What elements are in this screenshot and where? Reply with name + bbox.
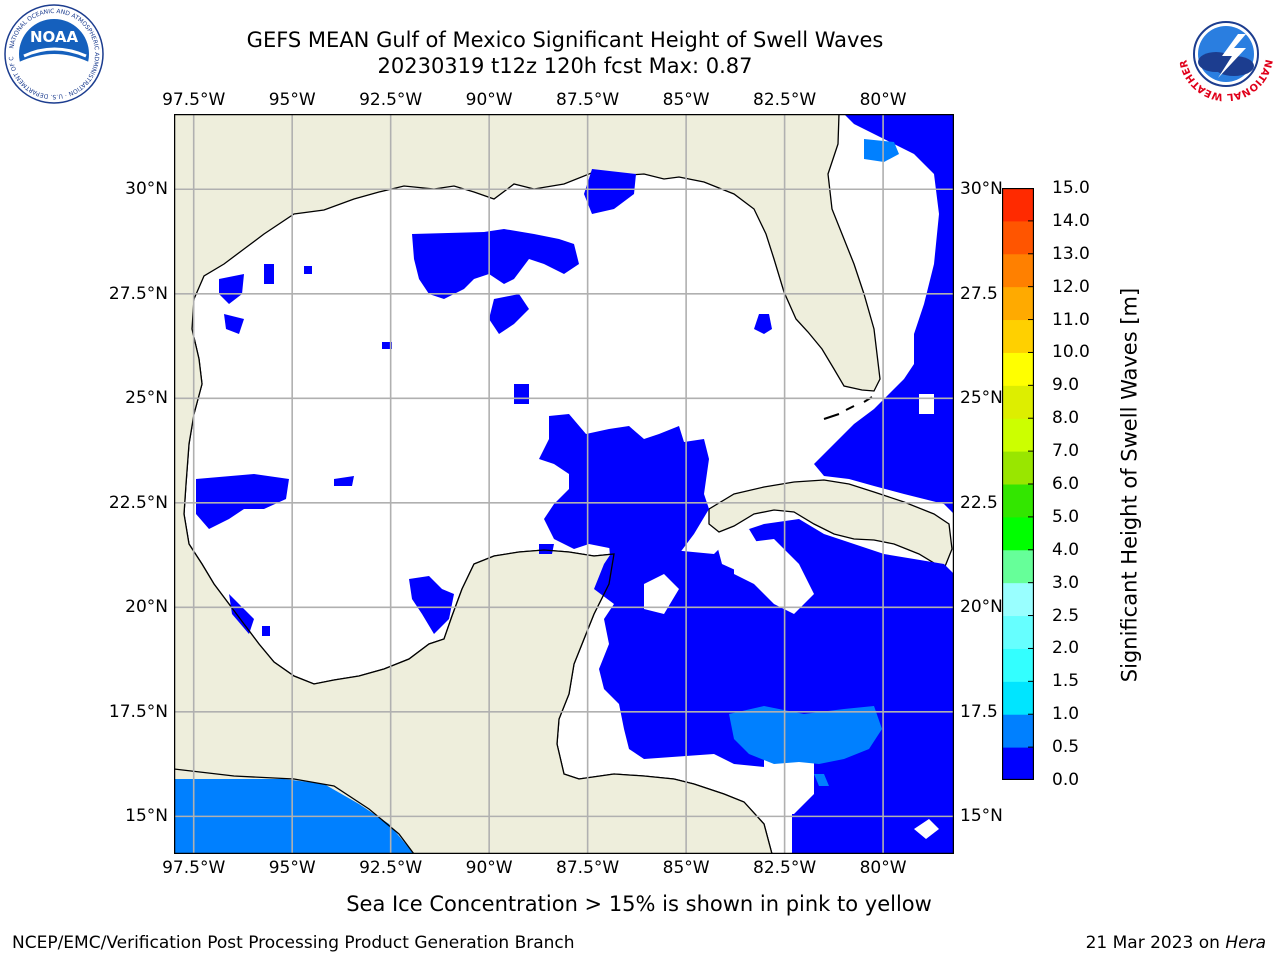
colorbar-tick-label: 10.0 [1052,342,1090,363]
colorbar-swatch [1002,549,1034,584]
lat-tick-label-left: 27.5°N [108,283,168,304]
lon-tick-label-bottom: 82.5°W [753,858,817,878]
lon-tick-label-top: 95°W [268,90,316,110]
footer-machine: Hera [1225,933,1266,953]
colorbar-swatch [1002,385,1034,419]
colorbar-swatch [1002,220,1034,255]
colorbar-swatch [1002,714,1034,748]
lat-tick-label-left: 30°N [125,179,168,200]
lon-tick-label-top: 97.5°W [162,90,226,110]
lat-tick-label-left: 15°N [125,806,168,827]
colorbar-swatch [1002,319,1034,353]
colorbar-tick-label: 5.0 [1052,506,1080,527]
colorbar-swatch [1002,747,1034,780]
coastlines [174,298,773,854]
colorbar [1002,188,1034,780]
lon-tick-label-bottom: 80°W [859,858,907,878]
lon-tick-label-bottom: 97.5°W [162,858,226,878]
map-frame [174,114,954,854]
colorbar-swatch [1002,188,1034,222]
colorbar-tick-label: 0.5 [1052,737,1080,758]
map-subtitle: 20230319 t12z 120h fcst Max: 0.87 [377,54,753,78]
colorbar-swatch [1002,615,1034,649]
colorbar-tick-label: 6.0 [1052,474,1080,494]
svg-text:NOAA: NOAA [30,28,79,46]
noaa-logo: NOAA NATIONAL OCEANIC AND ATMOSPHERIC AD… [4,4,104,104]
colorbar-tick-label: 15.0 [1052,178,1090,198]
colorbar-tick-label: 4.0 [1052,539,1080,560]
colorbar-swatch [1002,253,1034,288]
graticule [174,114,954,854]
colorbar-swatch [1002,516,1034,551]
colorbar-tick-label: 2.5 [1052,605,1080,626]
colorbar-swatch [1002,286,1034,321]
lon-tick-label-bottom: 95°W [268,858,316,878]
lon-tick-label-top: 82.5°W [753,90,817,110]
colorbar-tick-label: 7.0 [1052,441,1080,462]
colorbar-swatch [1002,582,1034,617]
lat-tick-label-left: 22.5°N [108,492,168,513]
lon-tick-label-top: 85°W [662,90,710,110]
lat-tick-label-right: 25°N [960,388,1003,409]
nws-logo: NATIONAL WEATHER SERVICE [1176,4,1274,102]
colorbar-tick-label: 11.0 [1052,309,1090,330]
lat-tick-label-left: 25°N [125,388,168,409]
lon-tick-label-bottom: 92.5°W [359,858,423,878]
lon-tick-label-top: 90°W [465,90,513,110]
lat-tick-label-left: 17.5°N [108,701,168,722]
colorbar-tick-label: 0.0 [1052,770,1080,790]
lat-tick-label-right: 20°N [960,597,1003,618]
map-title: GEFS MEAN Gulf of Mexico Significant Hei… [246,28,884,52]
lat-tick-label-right: 27.5 [960,283,998,304]
lon-tick-label-bottom: 87.5°W [556,858,620,878]
colorbar-swatch [1002,648,1034,682]
lat-tick-label-right: 17.5 [960,701,998,722]
lon-tick-label-top: 92.5°W [359,90,423,110]
lat-tick-label-left: 20°N [125,597,168,618]
colorbar-tick-label: 8.0 [1052,408,1080,429]
gulf-of-mexico-map [174,114,954,854]
colorbar-label: Significant Height of Swell Waves [m] [1117,287,1142,683]
colorbar-swatch [1002,681,1034,715]
colorbar-swatch [1002,451,1034,485]
colorbar-tick-label: 3.0 [1052,572,1080,593]
lon-tick-label-top: 80°W [859,90,907,110]
colorbar-tick-label: 9.0 [1052,375,1080,396]
colorbar-tick-label: 2.0 [1052,638,1080,659]
colorbar-swatch [1002,352,1034,386]
colorbar-tick-label: 1.0 [1052,704,1080,725]
colorbar-tick-label: 1.5 [1052,671,1080,692]
lon-tick-label-bottom: 85°W [662,858,710,878]
lon-tick-label-top: 87.5°W [556,90,620,110]
colorbar-tick-label: 12.0 [1052,276,1090,297]
colorbar-swatch [1002,418,1034,452]
sea-ice-note: Sea Ice Concentration > 15% is shown in … [346,892,932,916]
lon-tick-label-bottom: 90°W [465,858,513,878]
colorbar-tick-label: 13.0 [1052,243,1090,264]
colorbar-swatch [1002,484,1034,518]
lat-tick-label-right: 30°N [960,179,1003,200]
footer-credit: NCEP/EMC/Verification Post Processing Pr… [12,933,575,953]
lat-tick-label-right: 22.5 [960,492,998,513]
lat-tick-label-right: 15°N [960,806,1003,827]
colorbar-tick-label: 14.0 [1052,210,1090,231]
footer-date: 21 Mar 2023 on Hera [1085,933,1266,953]
